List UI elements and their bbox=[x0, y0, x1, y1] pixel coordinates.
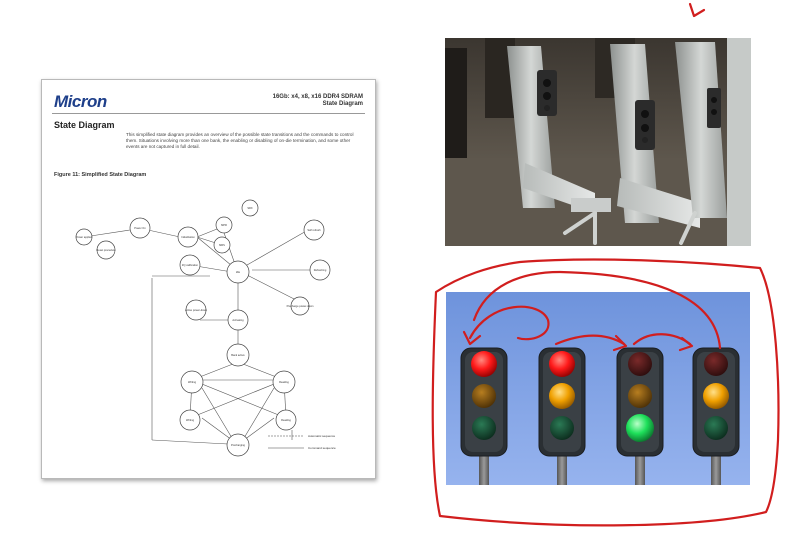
state-diagram: Power applied Power On Reset procedure I… bbox=[75, 199, 336, 457]
header-line-1: 16Gb: x4, x8, x16 DDR4 SDRAM bbox=[272, 94, 363, 100]
legend-command: Command sequence bbox=[308, 446, 336, 450]
state-label: Self refresh bbox=[307, 228, 321, 232]
state-label: MRS bbox=[219, 243, 225, 247]
header-line-2: State Diagram bbox=[322, 101, 363, 107]
state-label: SRX bbox=[247, 206, 253, 210]
state-label: MPR bbox=[221, 223, 227, 227]
state-label: Bank active bbox=[231, 353, 245, 357]
state-label: ZQ calibration bbox=[182, 263, 199, 267]
state-label: Precharging bbox=[231, 443, 246, 447]
state-label: Writing bbox=[188, 380, 197, 384]
state-label: Writing bbox=[186, 418, 195, 422]
subway-turnstile-photo bbox=[445, 38, 751, 246]
traffic-lights-image bbox=[446, 292, 750, 485]
figure-title: Figure 11: Simplified State Diagram bbox=[54, 172, 147, 178]
state-label: Reading bbox=[281, 418, 291, 422]
state-label: Precharge power-down bbox=[287, 304, 314, 308]
state-label: Power On bbox=[134, 226, 146, 230]
section-title: State Diagram bbox=[54, 120, 115, 130]
datasheet-page: Micron 16Gb: x4, x8, x16 DDR4 SDRAM Stat… bbox=[41, 79, 376, 479]
state-label: Power applied bbox=[76, 235, 93, 239]
state-label: Activating bbox=[232, 318, 244, 322]
state-label: Reading bbox=[279, 380, 289, 384]
state-label: Refreshing bbox=[314, 268, 327, 272]
intro-paragraph: This simplified state diagram provides a… bbox=[126, 132, 354, 149]
datasheet-header: 16Gb: x4, x8, x16 DDR4 SDRAM State Diagr… bbox=[273, 94, 363, 108]
state-label: Active power-down bbox=[185, 308, 207, 312]
state-label: Initialization bbox=[181, 235, 195, 239]
header-divider bbox=[52, 113, 365, 114]
micron-logo: Micron bbox=[54, 92, 107, 111]
arrow-mark-top bbox=[688, 2, 706, 18]
legend-automatic: Automatic sequence bbox=[308, 434, 336, 438]
state-label: Reset procedure bbox=[96, 248, 116, 252]
state-label: Idle bbox=[236, 270, 241, 274]
